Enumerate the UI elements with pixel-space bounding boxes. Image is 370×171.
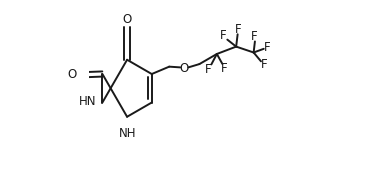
Text: O: O: [67, 68, 76, 81]
Text: F: F: [251, 30, 258, 43]
Text: NH: NH: [119, 127, 137, 140]
Text: O: O: [122, 13, 132, 26]
Text: O: O: [180, 62, 189, 75]
Text: F: F: [235, 23, 241, 36]
Text: F: F: [264, 41, 271, 54]
Text: F: F: [205, 63, 211, 76]
Text: F: F: [260, 58, 267, 71]
Text: F: F: [221, 62, 228, 75]
Text: HN: HN: [78, 95, 96, 108]
Text: F: F: [221, 29, 227, 42]
